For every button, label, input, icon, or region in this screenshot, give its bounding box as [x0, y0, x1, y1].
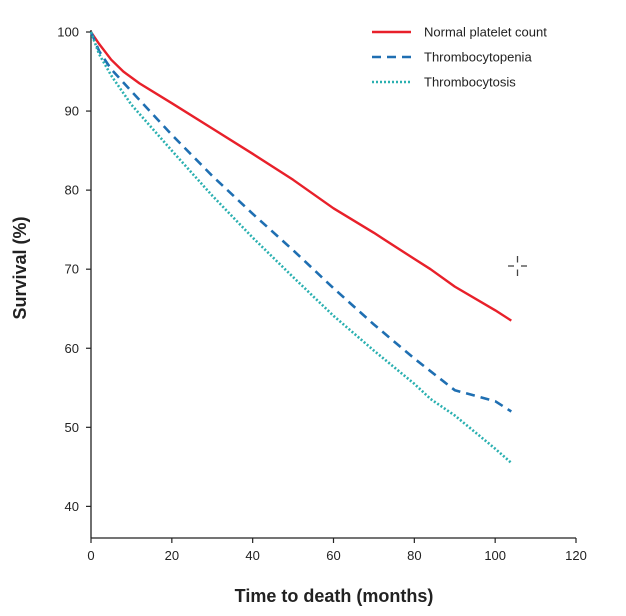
- x-tick-label: 60: [326, 548, 340, 563]
- series-line-thrombocytopenia: [89, 31, 513, 413]
- x-axis-title: Time to death (months): [235, 586, 434, 606]
- crosshair-cursor-icon: [508, 256, 527, 276]
- y-tick-label: 80: [65, 183, 79, 198]
- y-axis-ticks: 40 50 60 70 80 90 100: [57, 25, 91, 514]
- y-tick-label: 40: [65, 499, 79, 514]
- series-layer: [89, 31, 513, 464]
- legend-label-thrombocytosis: Thrombocytosis: [424, 75, 516, 90]
- x-tick-label: 40: [245, 548, 259, 563]
- x-tick-label: 80: [407, 548, 421, 563]
- x-tick-label: 100: [484, 548, 506, 563]
- legend-label-normal: Normal platelet count: [424, 25, 547, 40]
- x-tick-label: 120: [565, 548, 587, 563]
- x-tick-label: 20: [165, 548, 179, 563]
- legend-item-thrombocytopenia: Thrombocytopenia: [372, 50, 532, 65]
- y-tick-label: 70: [65, 262, 79, 277]
- x-axis-ticks: 0 20 40 60 80 100 120: [87, 538, 587, 563]
- series-line-thrombocytosis: [89, 31, 513, 464]
- legend-item-normal: Normal platelet count: [372, 25, 547, 40]
- y-axis-title: Survival (%): [10, 216, 30, 319]
- legend-label-thrombocytopenia: Thrombocytopenia: [424, 50, 532, 65]
- y-tick-label: 90: [65, 104, 79, 119]
- x-tick-label: 0: [87, 548, 94, 563]
- legend-item-thrombocytosis: Thrombocytosis: [372, 75, 516, 90]
- y-tick-label: 50: [65, 420, 79, 435]
- y-tick-label: 60: [65, 341, 79, 356]
- series-line-normal-platelet-count: [90, 31, 512, 322]
- y-tick-label: 100: [57, 25, 79, 40]
- legend: Normal platelet count Thrombocytopenia T…: [372, 25, 547, 90]
